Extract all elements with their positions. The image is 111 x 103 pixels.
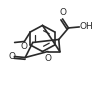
Text: O: O	[44, 54, 51, 63]
Text: O: O	[8, 52, 15, 61]
Text: O: O	[59, 8, 66, 17]
Text: OH: OH	[80, 22, 94, 31]
Text: O: O	[21, 42, 28, 52]
